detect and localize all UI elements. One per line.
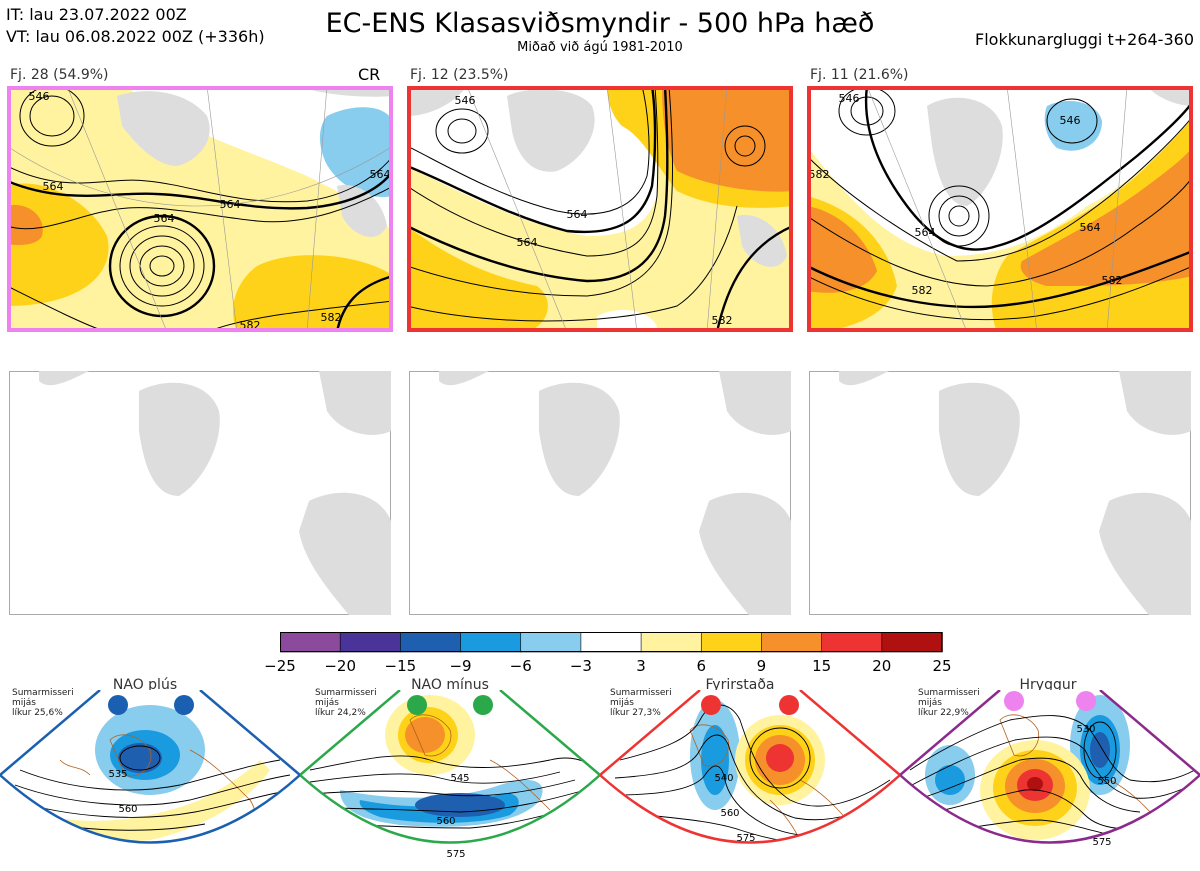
- regime-1-dots: [108, 695, 194, 715]
- cluster-1-contour-label: 546: [29, 90, 50, 103]
- colorbar-tick-label: −3: [569, 657, 592, 675]
- colorbar-swatch: [700, 632, 763, 653]
- colorbar-swatch: [400, 632, 462, 653]
- regime-1-contour-label: 560: [118, 804, 137, 815]
- regime-3-map: 540 560 575: [600, 690, 900, 844]
- regime-3-contour-label: 560: [720, 808, 739, 819]
- colorbar-swatch: [821, 632, 883, 653]
- initial-time: IT: lau 23.07.2022 00Z: [6, 5, 187, 24]
- colorbar-tick-label: −15: [384, 657, 417, 675]
- regime-2-contour-label: 575: [446, 849, 465, 860]
- regime-2-note: Sumarmisseri mijás líkur 24,2%: [315, 688, 377, 718]
- colorbar-tick-label: 15: [812, 657, 832, 675]
- cluster-1-label: Fj. 28 (54.9%): [10, 67, 109, 83]
- regime-2-map: 545 560 575: [300, 690, 600, 860]
- regime-2-name: NAO mínus: [411, 677, 489, 693]
- cluster-3-contour-label: 564: [915, 226, 936, 239]
- cluster-2-contour-label: 582: [712, 314, 733, 327]
- colorbar-swatch: [520, 632, 582, 653]
- page-title: EC-ENS Klasasviðsmyndir - 500 hPa hæð: [325, 8, 875, 39]
- cluster-1-contour-label: 564: [370, 168, 391, 181]
- regime-3-note: Sumarmisseri mijás líkur 27,3%: [610, 688, 672, 718]
- cluster-3-contour-label: 582: [912, 284, 933, 297]
- cluster-2-map: 546 564 564 582: [407, 86, 793, 332]
- regime-3-name: Fyrirstaða: [705, 677, 775, 693]
- cluster-1-map: 546 564 564 564 582 582 564: [7, 86, 393, 332]
- regime-1-name: NAO plús: [112, 677, 178, 693]
- colorbar: [280, 632, 943, 653]
- colorbar-swatch: [280, 632, 341, 653]
- colorbar-tick-label: −25: [264, 657, 296, 675]
- cluster-1-contour-label: 564: [220, 198, 241, 211]
- cluster-3-contour-label: 564: [1080, 221, 1101, 234]
- regime-3-contour-label: 575: [736, 833, 755, 844]
- colorbar-swatch: [580, 632, 642, 653]
- empty-map-1: [9, 371, 391, 615]
- colorbar-swatch: [761, 632, 823, 653]
- colorbar-tick-label: −9: [449, 657, 472, 675]
- regime-4-contour-label: 530: [1076, 724, 1095, 735]
- cluster-2-contour-label: 564: [567, 208, 588, 221]
- colorbar-tick-label: 6: [696, 657, 707, 675]
- cluster-2-frame: [407, 86, 793, 332]
- empty-map-3: [809, 371, 1191, 615]
- cluster-3-map: 546 546 564 564 582 582 582: [807, 86, 1193, 332]
- regime-3-dots: [701, 695, 799, 715]
- regime-4-contour-label: 575: [1092, 837, 1111, 848]
- regime-4-name: Hryggur: [1019, 677, 1077, 693]
- cluster-3-contour-label: 546: [1060, 114, 1081, 127]
- cluster-1-tag: CR: [358, 65, 381, 84]
- header-info: IT: lau 23.07.2022 00Z VT: lau 06.08.202…: [6, 4, 265, 48]
- regime-3-contour-label: 540: [714, 773, 733, 784]
- regime-4-contour-label: 550: [1097, 776, 1116, 787]
- clustering-window: Flokkunargluggi t+264-360: [975, 30, 1194, 49]
- cluster-3-contour-label: 582: [809, 168, 830, 181]
- regime-2-contour-label: 545: [450, 773, 469, 784]
- cluster-1-frame: [7, 86, 393, 332]
- valid-time: VT: lau 06.08.2022 00Z (+336h): [6, 27, 265, 46]
- colorbar-swatch: [339, 632, 402, 653]
- regime-1-map: 535 560: [0, 690, 300, 844]
- colorbar-tick-label: 3: [636, 657, 646, 675]
- colorbar-swatch: [640, 632, 703, 653]
- regime-2-contour-label: 560: [436, 816, 455, 827]
- cluster-2-label: Fj. 12 (23.5%): [410, 67, 509, 83]
- regime-1-note: Sumarmisseri mijás líkur 25,6%: [12, 688, 74, 718]
- page-subtitle: Miðað við ágú 1981-2010: [517, 40, 683, 55]
- cluster-2-contour-label: 564: [517, 236, 538, 249]
- regime-4-map: 530 550 575: [900, 690, 1200, 848]
- regime-2-dots: [407, 695, 493, 715]
- colorbar-tick-label: 20: [872, 657, 892, 675]
- regime-1-contour-label: 535: [108, 769, 127, 780]
- cluster-3-contour-label: 582: [1102, 274, 1123, 287]
- colorbar-swatch: [460, 632, 522, 653]
- empty-map-2: [409, 371, 791, 615]
- colorbar-tick-label: −20: [324, 657, 356, 675]
- cluster-1-contour-label: 582: [321, 311, 342, 324]
- cluster-1-contour-label: 564: [154, 212, 175, 225]
- colorbar-tick-label: 9: [756, 657, 767, 675]
- regime-4-dots: [1004, 691, 1096, 711]
- regime-4-note: Sumarmisseri mijás líkur 22,9%: [918, 688, 980, 718]
- colorbar-tick-label: 25: [932, 657, 952, 675]
- cluster-2-contour-label: 546: [455, 94, 476, 107]
- cluster-1-contour-label: 564: [43, 180, 64, 193]
- colorbar-swatch: [881, 632, 943, 653]
- cluster-3-frame: [807, 86, 1193, 332]
- colorbar-tick-label: −6: [509, 657, 532, 675]
- cluster-3-label: Fj. 11 (21.6%): [810, 67, 909, 83]
- cluster-3-contour-label: 546: [839, 92, 860, 105]
